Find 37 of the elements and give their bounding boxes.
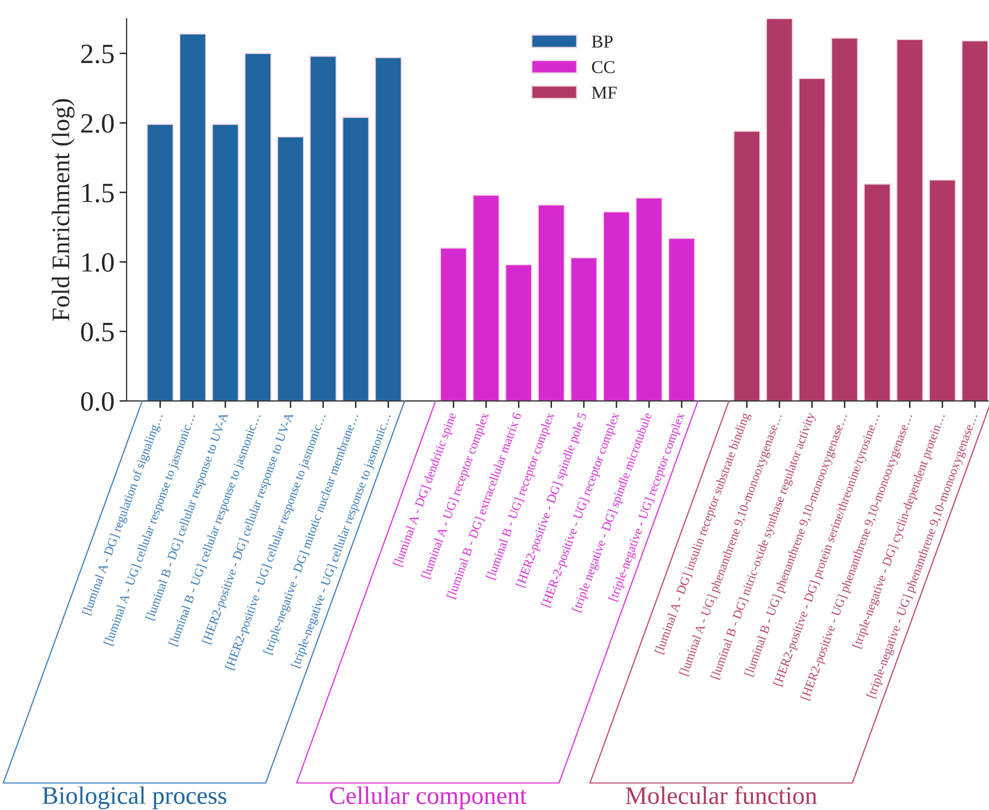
bar [928,179,956,401]
y-axis-title: Fold Enrichment (log) [52,99,75,321]
bar [831,38,858,401]
bar [472,194,500,401]
bar [538,204,565,401]
bar [635,197,663,401]
bar [668,238,696,401]
bar [864,184,891,401]
bar [244,52,272,401]
y-tick-label: 2.5 [81,44,114,64]
bar [374,57,402,401]
bar [602,211,630,401]
bar [766,18,794,401]
y-tick-label: 2.0 [81,114,114,133]
bar [310,56,337,401]
text: Molecular function [626,786,817,804]
bar [733,130,760,401]
bar [896,38,924,401]
legend-label: MF [592,86,617,99]
y-tick-label: 0.0 [81,392,114,411]
bar [179,33,206,401]
y-tick-label: 1.5 [82,184,114,202]
y-tick-label: 1.0 [82,253,114,272]
bar [570,257,598,401]
text: Cellular component [330,786,527,810]
legend-label: BP [592,36,613,48]
bar [146,124,174,401]
bar [798,78,826,401]
legend-label: CC [592,61,614,74]
bar [961,40,988,401]
text: Biological process [42,786,226,810]
bar [505,264,532,401]
y-tick-label: 0.5 [81,322,114,342]
bar [440,247,468,401]
bar [276,136,304,401]
bar [212,124,239,401]
bar [342,116,370,401]
